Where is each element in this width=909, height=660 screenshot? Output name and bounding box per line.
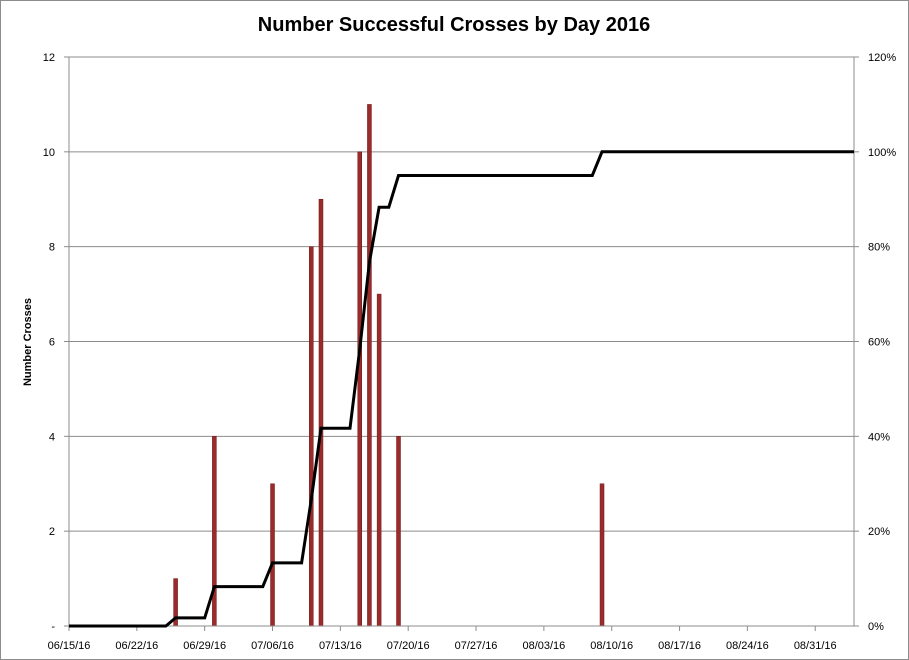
left-y-tick-label: -	[51, 621, 55, 633]
right-y-tick-labels: 0% 20% 40% 60% 80% 100% 120%	[868, 52, 896, 633]
x-tick-label: 06/29/16	[183, 640, 226, 652]
bar	[309, 246, 314, 627]
x-tick-label: 07/06/16	[251, 640, 294, 652]
right-y-tick-label: 20%	[868, 526, 890, 538]
x-tick-label: 07/27/16	[455, 640, 498, 652]
x-tick-label: 08/10/16	[590, 640, 633, 652]
cumulative-line-series	[69, 150, 854, 628]
left-y-tick-label: 12	[43, 52, 55, 64]
y-axis-label: Number Crosses	[22, 298, 34, 386]
right-y-tick-label: 80%	[868, 242, 890, 254]
bar	[599, 483, 605, 627]
left-y-tick-label: 10	[43, 147, 55, 159]
left-y-tick-label: 4	[49, 431, 55, 443]
x-tick-label: 08/31/16	[794, 640, 837, 652]
x-tick-labels: 06/15/16 06/22/16 06/29/16 07/06/16 07/13/16…	[48, 640, 837, 652]
bar	[396, 436, 401, 627]
cumulative-line	[69, 150, 854, 628]
right-y-tick-label: 40%	[868, 431, 890, 443]
x-tick-label: 07/13/16	[319, 640, 362, 652]
gridlines	[69, 56, 854, 532]
x-tick-label: 08/03/16	[522, 640, 565, 652]
bar	[367, 104, 372, 627]
chart-title: Number Successful Crosses by Day 2016	[258, 14, 650, 36]
x-tick-label: 06/22/16	[115, 640, 158, 652]
x-tick-label: 08/17/16	[658, 640, 701, 652]
bar	[318, 199, 324, 627]
x-tick-label: 07/20/16	[387, 640, 430, 652]
left-y-tick-label: 8	[49, 242, 55, 254]
left-y-tick-label: 2	[49, 526, 55, 538]
left-y-tick-label: 6	[49, 337, 55, 349]
right-y-tick-label: 60%	[868, 337, 890, 349]
axes	[64, 56, 859, 631]
right-y-tick-label: 120%	[868, 52, 896, 64]
bar-series	[173, 104, 605, 627]
right-y-tick-label: 0%	[868, 621, 884, 633]
x-tick-label: 06/15/16	[48, 640, 91, 652]
left-y-tick-labels: - 2 4 6 8 10 12	[43, 52, 56, 633]
bar	[212, 436, 217, 627]
x-tick-label: 08/24/16	[726, 640, 769, 652]
bar	[357, 151, 362, 627]
right-y-tick-label: 100%	[868, 147, 896, 159]
bar	[376, 293, 382, 627]
bar	[270, 483, 275, 627]
